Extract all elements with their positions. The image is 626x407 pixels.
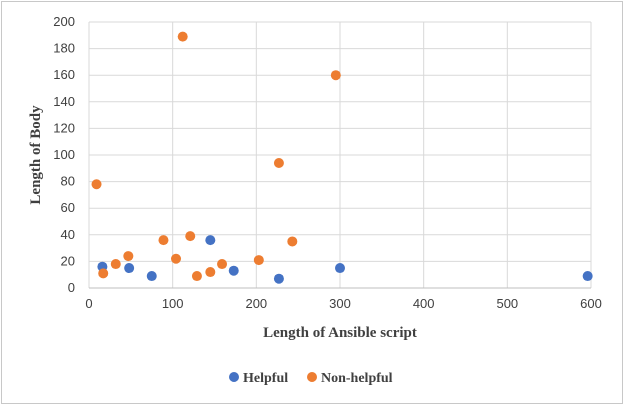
y-tick-label: 0 — [68, 280, 75, 295]
point-non-helpful — [123, 251, 134, 262]
tick-labels: 0 20 40 60 80 100 120 140 160 180 200 0 100 200 300 400… — [53, 14, 602, 311]
legend: Helpful Non-helpful — [229, 371, 393, 386]
legend-label-non-helpful: Non-helpful — [321, 371, 393, 386]
point-non-helpful — [191, 271, 202, 282]
x-axis-title: Length of Ansible script — [263, 325, 417, 341]
point-helpful — [124, 263, 135, 274]
point-non-helpful — [91, 179, 102, 190]
point-non-helpful — [330, 70, 341, 81]
point-helpful — [205, 235, 216, 246]
point-non-helpful — [217, 259, 228, 270]
point-helpful — [228, 265, 239, 276]
y-tick-label: 80 — [61, 174, 75, 189]
legend-marker-helpful — [229, 372, 239, 382]
legend-label-helpful: Helpful — [243, 371, 288, 386]
y-tick-label: 140 — [53, 94, 75, 109]
point-non-helpful — [287, 236, 298, 247]
point-non-helpful — [158, 235, 169, 246]
y-tick-label: 20 — [61, 253, 75, 268]
y-tick-label: 120 — [53, 120, 75, 135]
point-non-helpful — [110, 259, 121, 270]
data-points — [91, 31, 593, 284]
x-tick-label: 400 — [413, 296, 435, 311]
legend-marker-non-helpful — [307, 372, 317, 382]
y-tick-label: 200 — [53, 14, 75, 29]
point-non-helpful — [171, 253, 182, 264]
y-axis-title: Length of Body — [28, 105, 44, 205]
point-helpful — [146, 271, 157, 282]
y-tick-label: 60 — [61, 200, 75, 215]
x-tick-label: 600 — [580, 296, 602, 311]
y-tick-label: 180 — [53, 41, 75, 56]
point-non-helpful — [273, 157, 284, 168]
point-non-helpful — [185, 231, 196, 242]
y-tick-label: 160 — [53, 67, 75, 82]
point-helpful — [335, 263, 345, 274]
x-tick-label: 0 — [85, 296, 92, 311]
point-non-helpful — [98, 268, 109, 279]
x-tick-label: 500 — [496, 296, 518, 311]
point-non-helpful — [253, 255, 264, 266]
grid-lines — [88, 21, 592, 289]
x-tick-label: 300 — [329, 296, 351, 311]
x-tick-label: 100 — [162, 296, 184, 311]
x-tick-label: 200 — [245, 296, 267, 311]
point-helpful — [273, 273, 284, 284]
point-non-helpful — [205, 267, 216, 278]
y-tick-label: 40 — [61, 227, 75, 242]
point-helpful — [582, 271, 593, 282]
point-non-helpful — [177, 31, 188, 42]
y-tick-label: 100 — [53, 147, 75, 162]
